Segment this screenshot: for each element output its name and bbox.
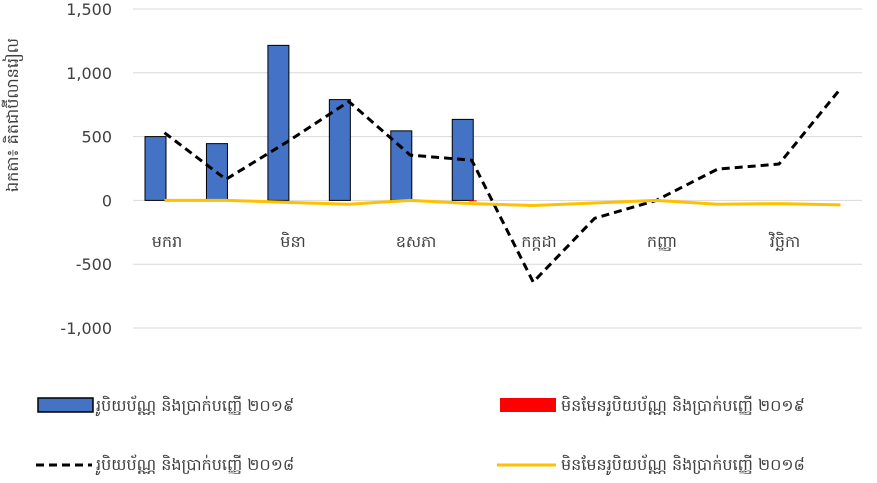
bar-currency-2019 [390, 130, 413, 201]
legend-label: មិនមែនរូបិយប័ណ្ណ និងប្រាក់បញ្ញើ ២០១៨ [561, 454, 805, 476]
legend-swatch-currency-2019 [37, 397, 94, 413]
y-tick-label: 1,500 [66, 0, 112, 19]
legend: រូបិយប័ណ្ណ និងប្រាក់បញ្ញើ ២០១៩មិនមែនរូបិ… [36, 395, 805, 476]
line-currency-2018 [163, 87, 842, 284]
bar-currency-2019 [267, 44, 290, 201]
category-label: កក្កដា [521, 232, 557, 251]
y-tick-label: -500 [76, 255, 112, 274]
bar-series [144, 44, 477, 202]
line-series [163, 87, 842, 284]
category-label: មករា [152, 232, 182, 251]
bar-non-currency-2019 [468, 200, 477, 202]
y-axis-tick-labels: 1,500 1,000 500 0 -500 -1,000 [60, 0, 112, 338]
legend-label: រូបិយប័ណ្ណ និងប្រាក់បញ្ញើ ២០១៩ [95, 395, 294, 417]
y-tick-label: 1,000 [66, 64, 112, 83]
category-label: កញ្ញា [647, 232, 677, 251]
y-tick-label: 0 [102, 191, 112, 210]
line-non-currency-2018 [164, 198, 841, 208]
category-label: វិច្ឆិកា [768, 231, 800, 251]
y-tick-label: 500 [81, 128, 112, 147]
bar-currency-2019 [144, 136, 167, 201]
legend-label: រូបិយប័ណ្ណ និងប្រាក់បញ្ញើ ២០១៨ [95, 454, 294, 476]
legend-swatch-non-currency-2019 [500, 398, 556, 412]
y-axis-title: ឯកតា៖ គិតជាប៊ីលានរៀល [1, 38, 24, 192]
bar-currency-2019 [328, 99, 351, 201]
y-tick-label: -1,000 [60, 319, 112, 338]
legend-label: មិនមែនរូបិយប័ណ្ណ និងប្រាក់បញ្ញើ ២០១៩ [561, 395, 805, 417]
category-label: មិនា [280, 231, 305, 251]
category-labels: មករា មិនា ឧសភា កក្កដា កញ្ញា វិច្ឆិកា [152, 231, 800, 251]
category-label: ឧសភា [396, 232, 437, 251]
